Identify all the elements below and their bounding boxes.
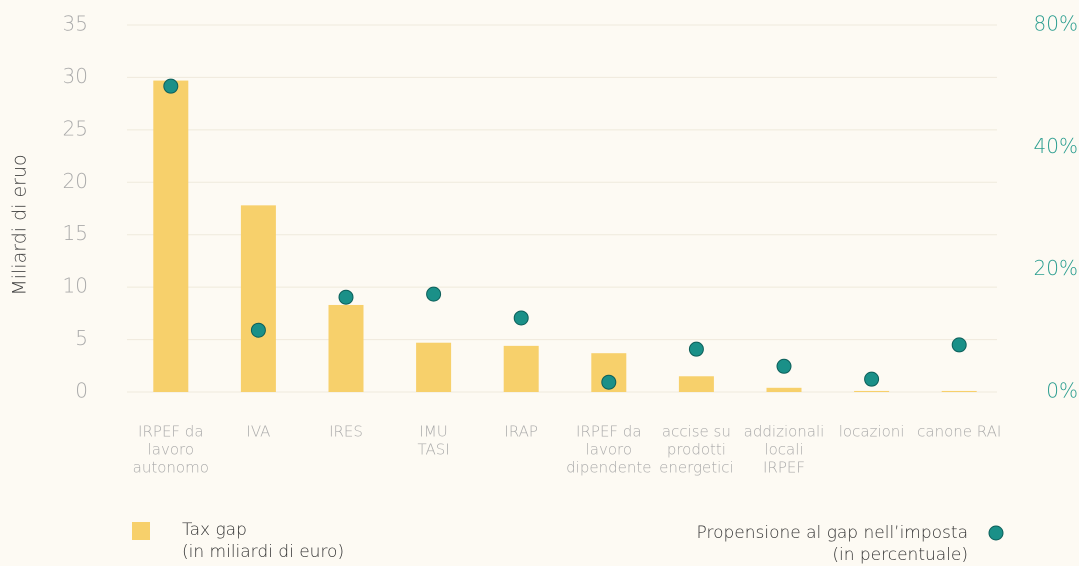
legend-label: (in miliardi di euro) [182,542,344,562]
dot [601,374,617,390]
x-tick-label: autonomo [133,459,209,477]
x-tick-label: energetici [659,459,734,477]
legend-label: Propensione al gap nell’imposta [697,523,968,543]
x-tick-label: IRES [329,423,363,441]
y2-tick-label: 80% [1034,12,1078,36]
x-tick-label: locali [764,441,803,459]
dot [163,78,179,94]
bar [416,342,452,392]
x-tick-label: TASI [417,441,449,459]
y-tick-label: 25 [63,116,88,140]
x-tick-label: IRAP [504,423,538,441]
x-tick-label: lavoro [586,441,632,459]
x-tick-label: IMU [419,423,447,441]
y-axis-label: Miliardi di eruo [9,154,31,295]
y2-tick-label: 20% [1034,256,1078,280]
legend-label: (in percentuale) [832,545,968,565]
x-tick-label: lavoro [148,441,194,459]
dot [864,371,880,387]
y2-tick-label: 40% [1034,134,1078,158]
dot [951,337,967,353]
x-tick-label: canone RAI [917,423,1001,441]
bar [854,390,890,392]
bar [678,376,714,392]
x-tick-label: prodotti [667,441,726,459]
dot [426,286,442,302]
y-tick-label: 10 [63,274,88,298]
dot [250,322,266,338]
y-tick-label: 35 [63,12,88,36]
bar [328,304,364,392]
x-tick-label: accise su [662,423,731,441]
dot [513,310,529,326]
y-tick-label: 0 [75,379,88,403]
x-tick-label: IRPEF da [138,423,203,441]
x-tick-label: addizionali [744,423,825,441]
x-tick-label: IRPEF [763,459,805,477]
bar [153,80,189,393]
x-tick-label: IVA [246,423,270,441]
y-tick-label: 15 [63,221,88,245]
dot [338,289,354,305]
y-tick-label: 20 [63,169,88,193]
bar [240,205,276,392]
x-tick-label: dipendente [566,459,651,477]
y-tick-label: 30 [63,64,88,88]
legend-label: Tax gap [182,520,247,540]
bar [503,345,539,392]
dot [688,341,704,357]
bar [766,387,802,392]
dot [776,358,792,374]
legend-swatch [132,522,150,540]
x-tick-label: locazioni [839,423,905,441]
bar [941,390,977,392]
legend-swatch [988,525,1004,541]
y2-tick-label: 0% [1046,379,1078,403]
x-tick-label: IRPEF da [576,423,641,441]
y-tick-label: 5 [75,326,88,350]
